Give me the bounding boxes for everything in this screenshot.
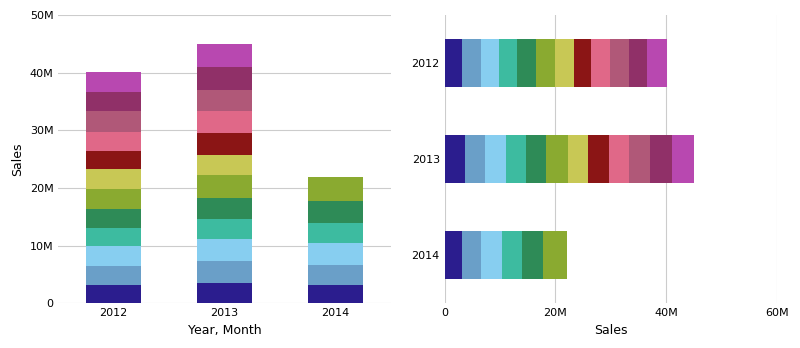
Bar (535, 39, 555, 87)
Bar (197, 89, 252, 111)
Bar (485, 135, 506, 183)
Bar (86, 209, 142, 228)
Bar (445, 135, 465, 183)
Bar (502, 231, 522, 279)
Y-axis label: Sales: Sales (11, 143, 24, 176)
Bar (672, 135, 694, 183)
Bar (307, 285, 363, 303)
Bar (543, 231, 566, 279)
Bar (197, 175, 252, 198)
X-axis label: Sales: Sales (594, 324, 628, 337)
Bar (555, 39, 574, 87)
Bar (307, 201, 363, 223)
Bar (465, 135, 485, 183)
Bar (86, 189, 142, 209)
Bar (629, 39, 647, 87)
Bar (482, 231, 502, 279)
Bar (86, 266, 142, 285)
Bar (307, 176, 363, 201)
Bar (650, 135, 672, 183)
Bar (86, 72, 142, 92)
Bar (197, 67, 252, 89)
Bar (86, 228, 142, 246)
Bar (307, 244, 363, 266)
Bar (197, 283, 252, 303)
Bar (197, 44, 252, 67)
Bar (197, 133, 252, 155)
Bar (526, 135, 546, 183)
Bar (481, 39, 499, 87)
Bar (86, 246, 142, 266)
X-axis label: Year, Month: Year, Month (188, 324, 262, 337)
Bar (574, 39, 591, 87)
Bar (197, 155, 252, 175)
Bar (307, 223, 363, 244)
Bar (568, 135, 587, 183)
Bar (86, 169, 142, 189)
Bar (86, 92, 142, 111)
Bar (197, 261, 252, 283)
Bar (307, 266, 363, 285)
Bar (591, 39, 610, 87)
Bar (522, 231, 543, 279)
Bar (610, 39, 629, 87)
Bar (506, 135, 526, 183)
Bar (462, 39, 481, 87)
Bar (197, 239, 252, 261)
Bar (445, 39, 462, 87)
Bar (462, 231, 482, 279)
Bar (609, 135, 629, 183)
Bar (499, 39, 518, 87)
Bar (647, 39, 667, 87)
Bar (518, 39, 535, 87)
Bar (86, 151, 142, 169)
Bar (197, 111, 252, 133)
Bar (587, 135, 609, 183)
Bar (445, 231, 462, 279)
Bar (86, 132, 142, 151)
Bar (86, 111, 142, 132)
Bar (197, 198, 252, 219)
Bar (86, 285, 142, 303)
Bar (629, 135, 650, 183)
Bar (546, 135, 568, 183)
Bar (197, 219, 252, 239)
